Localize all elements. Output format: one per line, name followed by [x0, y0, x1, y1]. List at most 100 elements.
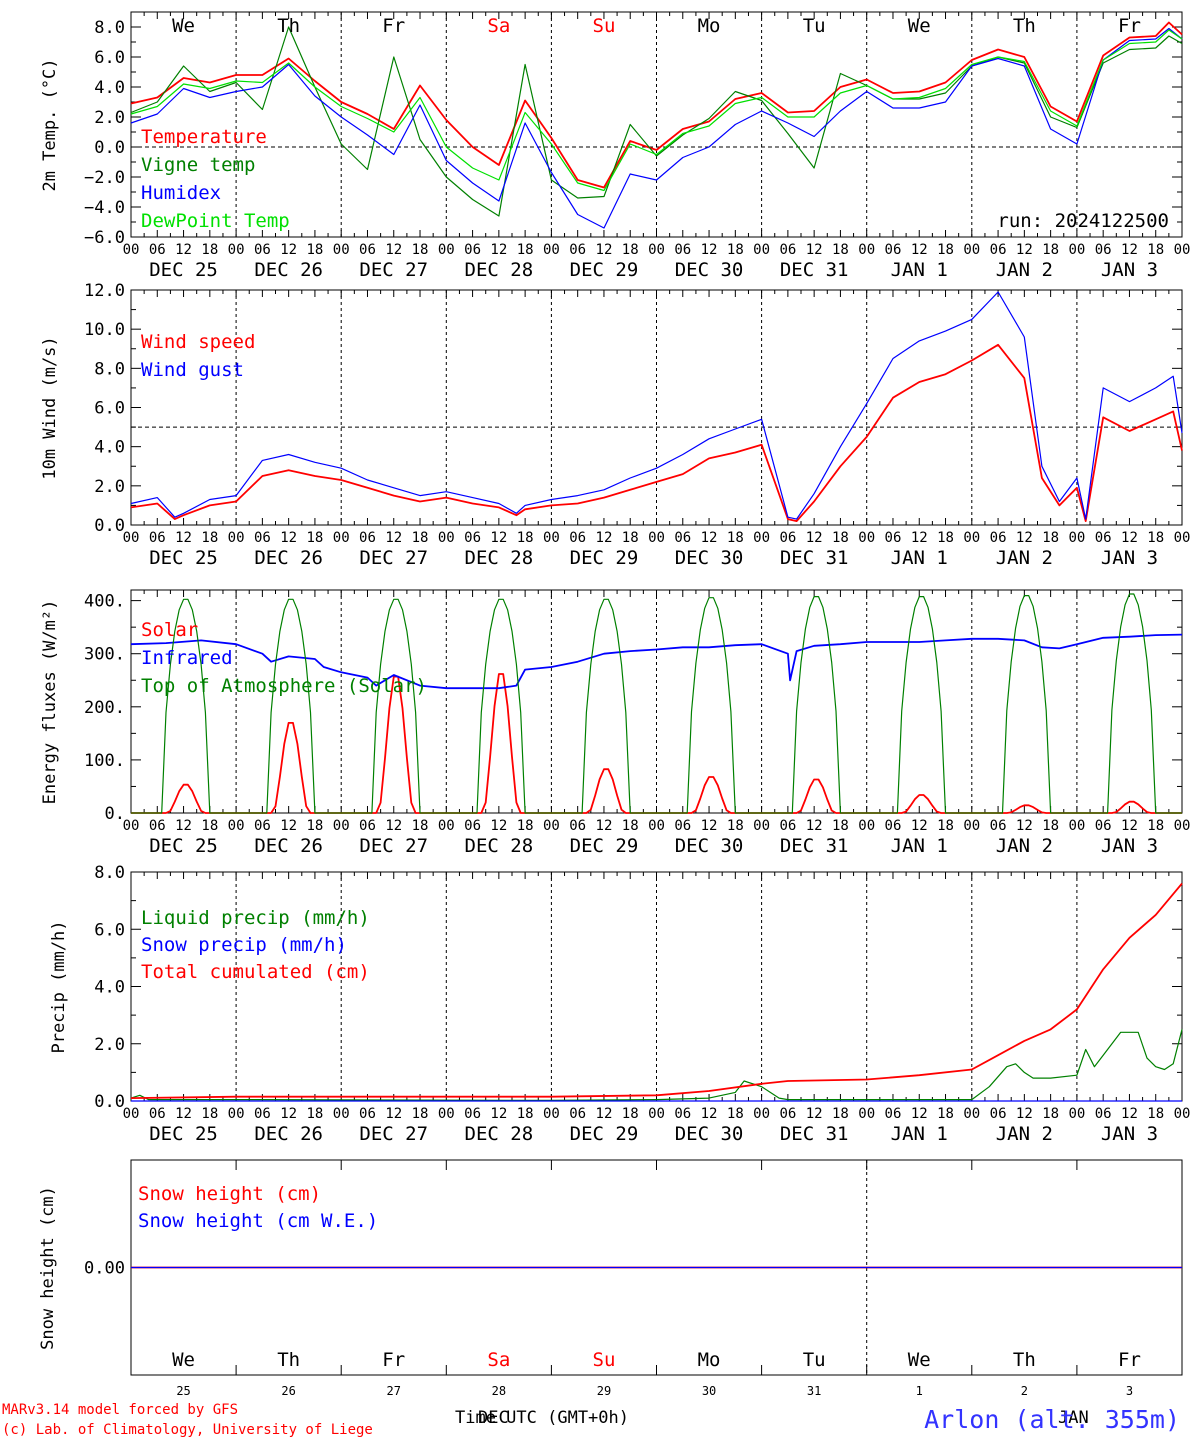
- time-axis-overlap-dec: DEC: [478, 1408, 509, 1428]
- date-label: JAN 1: [891, 547, 948, 569]
- hour-tick-label: 12: [1121, 242, 1138, 258]
- day-number-label: 1: [916, 1384, 923, 1398]
- hour-tick-label: 00: [333, 530, 350, 546]
- hour-tick-label: 06: [464, 1106, 481, 1122]
- series-line-dewpoint-temp: [130, 29, 1183, 192]
- legend-entry: Total cumulated (cm): [141, 961, 370, 983]
- hour-tick-label: 06: [569, 818, 586, 834]
- y-tick-label: 6.0: [94, 399, 125, 419]
- legend-entry: Infrared: [141, 647, 233, 669]
- hour-tick-label: 12: [280, 1106, 297, 1122]
- hour-tick-label: 12: [490, 818, 507, 834]
- hour-tick-label: 18: [832, 530, 849, 546]
- hour-tick-label: 00: [648, 242, 665, 258]
- hour-tick-label: 12: [490, 530, 507, 546]
- hour-tick-label: 12: [385, 530, 402, 546]
- hour-tick-label: 18: [412, 818, 429, 834]
- hour-tick-label: 06: [779, 530, 796, 546]
- hour-tick-label: 18: [517, 530, 534, 546]
- hour-tick-label: 12: [1121, 1106, 1138, 1122]
- series-line-liquid-precip-mm-h-: [130, 1029, 1183, 1101]
- date-label: DEC 26: [254, 259, 323, 281]
- weekday-label: Fr: [1118, 15, 1141, 37]
- hour-tick-label: 18: [727, 818, 744, 834]
- day-number-label: 27: [387, 1384, 401, 1398]
- hour-tick-label: 18: [727, 242, 744, 258]
- hour-tick-label: 12: [596, 242, 613, 258]
- hour-tick-label: 18: [1042, 242, 1059, 258]
- legend-entry: DewPoint Temp: [141, 210, 290, 232]
- y-tick-label: 8.0: [94, 359, 125, 379]
- date-label: DEC 25: [149, 547, 218, 569]
- weekday-label: Th: [1013, 1349, 1036, 1371]
- series-line-wind-gust: [130, 291, 1183, 520]
- credit-line2: (c) Lab. of Climatology, University of L…: [2, 1422, 373, 1438]
- hour-tick-label: 06: [674, 1106, 691, 1122]
- hour-tick-label: 00: [858, 242, 875, 258]
- date-label: DEC 31: [780, 547, 849, 569]
- date-label: DEC 29: [570, 835, 639, 857]
- hour-tick-label: 18: [832, 242, 849, 258]
- hour-tick-label: 18: [1042, 1106, 1059, 1122]
- hour-tick-label: 18: [412, 530, 429, 546]
- weekday-label: We: [172, 1349, 195, 1371]
- y-tick-label: 2.0: [94, 477, 125, 497]
- hour-tick-label: 18: [1042, 818, 1059, 834]
- y-tick-label: 400.: [84, 592, 125, 612]
- date-label: DEC 27: [359, 835, 428, 857]
- hour-tick-label: 06: [885, 242, 902, 258]
- legend-entry: Liquid precip (mm/h): [141, 907, 370, 929]
- time-axis-title: Time UTC (GMT+0h): [455, 1408, 629, 1428]
- date-label: DEC 25: [149, 835, 218, 857]
- hour-tick-label: 06: [254, 242, 271, 258]
- hour-tick-label: 06: [359, 1106, 376, 1122]
- date-label: DEC 28: [465, 259, 534, 281]
- station-label: Arlon (alt. 355m): [924, 1405, 1180, 1434]
- y-tick-label: 10.0: [84, 320, 125, 340]
- hour-tick-label: 00: [1174, 1106, 1191, 1122]
- series-line-humidex: [130, 27, 1183, 229]
- hour-tick-label: 00: [543, 818, 560, 834]
- hour-tick-label: 06: [990, 1106, 1007, 1122]
- y-tick-label: −4.0: [84, 198, 125, 218]
- date-label: DEC 29: [570, 1123, 639, 1145]
- date-label: JAN 3: [1101, 835, 1158, 857]
- hour-tick-label: 12: [701, 242, 718, 258]
- hour-tick-label: 12: [490, 242, 507, 258]
- y-axis-label: 10m Wind (m/s): [40, 336, 60, 479]
- hour-tick-label: 12: [385, 1106, 402, 1122]
- day-number-label: 31: [807, 1384, 821, 1398]
- y-tick-label: 0.0: [94, 138, 125, 158]
- hour-tick-label: 00: [753, 818, 770, 834]
- date-label: DEC 26: [254, 835, 323, 857]
- weekday-label: Su: [593, 15, 616, 37]
- hour-tick-label: 12: [1121, 818, 1138, 834]
- day-number-label: 29: [597, 1384, 611, 1398]
- date-label: DEC 27: [359, 259, 428, 281]
- hour-tick-label: 18: [201, 242, 218, 258]
- hour-tick-label: 06: [885, 530, 902, 546]
- hour-tick-label: 00: [543, 242, 560, 258]
- hour-tick-label: 18: [201, 1106, 218, 1122]
- hour-tick-label: 12: [1016, 242, 1033, 258]
- y-tick-label: 0.0: [94, 1092, 125, 1112]
- date-label: DEC 30: [675, 835, 744, 857]
- hour-tick-label: 00: [333, 818, 350, 834]
- y-tick-label: 12.0: [84, 281, 125, 301]
- hour-tick-label: 06: [674, 530, 691, 546]
- hour-tick-label: 18: [306, 530, 323, 546]
- weekday-label: Mo: [698, 15, 721, 37]
- hour-tick-label: 12: [911, 530, 928, 546]
- hour-tick-label: 06: [254, 1106, 271, 1122]
- hour-tick-label: 12: [1016, 530, 1033, 546]
- y-tick-label: 6.0: [94, 920, 125, 940]
- date-label: JAN 1: [891, 259, 948, 281]
- day-number-label: 26: [281, 1384, 295, 1398]
- series-line-total-cumulated-cm-: [130, 882, 1183, 1099]
- hour-tick-label: 12: [701, 530, 718, 546]
- legend-entry: Wind gust: [141, 359, 244, 381]
- date-label: JAN 3: [1101, 1123, 1158, 1145]
- hour-tick-label: 06: [254, 818, 271, 834]
- precip-panel: 00 06 12 18 00 06 12 18 00 06 12 18 00 06 12 18 00 06 12 18…: [49, 863, 1190, 1145]
- date-label: JAN 3: [1101, 547, 1158, 569]
